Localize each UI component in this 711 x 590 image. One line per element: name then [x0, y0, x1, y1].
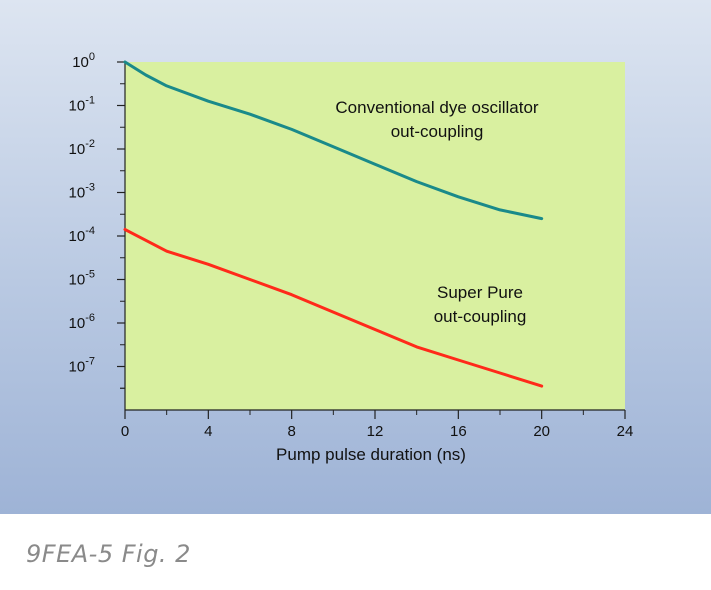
series-label-2: Super Pure out-coupling [434, 283, 527, 326]
series-group [123, 60, 544, 388]
y-tick-label: 10-1 [69, 95, 95, 115]
label-group: Conventional dye oscillator out-coupling S… [335, 98, 539, 326]
y-tick-label: 10-6 [69, 312, 95, 332]
series-line-1 [123, 60, 544, 221]
x-tick-label: 4 [204, 423, 212, 440]
x-tick-label: 16 [450, 423, 467, 440]
line-chart: 100 10-1 10-2 10-3 10-4 10-5 10-6 10-7 0 4 8 12 16 20… [69, 51, 634, 464]
x-tick-label: 24 [617, 423, 634, 440]
series-label-1: Conventional dye oscillator out-coupling [335, 98, 539, 141]
y-tick-label: 100 [72, 51, 95, 71]
plot-area [125, 62, 625, 410]
x-tick-label: 0 [121, 423, 129, 440]
series-line-2 [123, 228, 544, 388]
x-tick-label: 20 [533, 423, 550, 440]
y-tick-label: 10-4 [69, 225, 95, 245]
y-tick-label: 10-2 [69, 138, 95, 158]
axes: 100 10-1 10-2 10-3 10-4 10-5 10-6 10-7 0 4 8 12 16 20… [69, 51, 634, 464]
y-tick-label: 10-7 [69, 356, 95, 376]
x-tick-label: 8 [287, 423, 295, 440]
x-axis-label: Pump pulse duration (ns) [276, 445, 466, 464]
figure-caption: 9FEA-5 Fig. 2 [26, 540, 191, 568]
y-tick-label: 10-5 [69, 269, 95, 289]
x-tick-label: 12 [367, 423, 384, 440]
y-tick-label: 10-3 [69, 182, 95, 202]
figure-panel: 100 10-1 10-2 10-3 10-4 10-5 10-6 10-7 0 4 8 12 16 20… [0, 0, 711, 514]
